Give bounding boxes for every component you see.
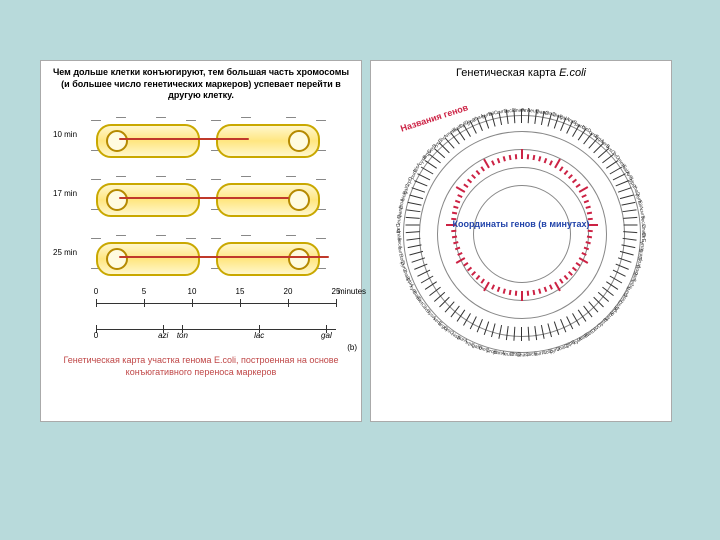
axis-tick <box>240 299 241 307</box>
gene-tick <box>624 225 638 226</box>
recipient-nucleoid <box>288 130 310 152</box>
slide-background: Чем дольше клетки конъюгируют, тем больш… <box>0 0 720 540</box>
flagellum <box>91 238 92 239</box>
gene-marker: gal <box>321 331 332 340</box>
donor-cell <box>96 124 200 158</box>
minute-tick <box>515 291 517 296</box>
flagellum <box>156 117 157 118</box>
flagellum <box>241 235 242 236</box>
flagellum <box>91 120 92 121</box>
gene-marker: ton <box>177 331 188 340</box>
flagellum <box>211 209 212 210</box>
flagellum <box>91 179 92 180</box>
flagellum <box>211 179 212 180</box>
flagellum <box>116 235 117 236</box>
axis-tick <box>192 299 193 307</box>
minute-tick <box>521 291 523 301</box>
minute-tick <box>527 154 529 159</box>
dna-strand <box>119 197 289 199</box>
flagellum <box>116 117 117 118</box>
gene-marker: 0 <box>94 331 98 340</box>
left-panel: Чем дольше клетки конъюгируют, тем больш… <box>40 60 362 422</box>
circular-map: Названия генов thrAleuBpanCproDbioEgalAt… <box>381 85 661 365</box>
flagellum <box>186 120 187 121</box>
flagellum <box>156 235 157 236</box>
donor-cell <box>96 242 200 276</box>
donor-nucleoid <box>106 189 128 211</box>
flagellum <box>286 176 287 177</box>
time-label: 25 min <box>53 248 77 257</box>
gene-tick <box>406 225 420 226</box>
donor-nucleoid <box>106 130 128 152</box>
axis-tick <box>336 299 337 307</box>
axis-tick-label: 20 <box>284 287 293 296</box>
axis-line-bottom <box>96 329 336 330</box>
map-title: Генетическая карта E.coli <box>371 61 671 85</box>
flagellum <box>91 150 92 151</box>
flagellum <box>316 238 317 239</box>
dna-strand <box>119 256 329 258</box>
flagellum <box>286 235 287 236</box>
axis-tick <box>96 299 97 307</box>
flagellum <box>116 176 117 177</box>
recipient-cell <box>216 242 320 276</box>
minute-tick <box>527 291 529 296</box>
time-label: 17 min <box>53 189 77 198</box>
axis-tick <box>144 299 145 307</box>
conjugation-row: 17 min <box>41 171 361 226</box>
flagellum <box>186 238 187 239</box>
flagellum <box>241 176 242 177</box>
flagellum <box>211 268 212 269</box>
gene-tick <box>521 327 522 341</box>
axis-unit: minutes <box>338 287 366 296</box>
donor-cell <box>96 183 200 217</box>
conjugation-row: 10 min <box>41 112 361 167</box>
flagellum <box>241 117 242 118</box>
flagellum <box>186 179 187 180</box>
minute-tick <box>521 149 523 159</box>
flagellum <box>316 179 317 180</box>
left-header: Чем дольше клетки конъюгируют, тем больш… <box>41 61 361 108</box>
flagellum <box>211 150 212 151</box>
axis-tick-label: 10 <box>188 287 197 296</box>
axis-line-top <box>96 303 336 304</box>
recipient-cell <box>216 124 320 158</box>
donor-nucleoid <box>106 248 128 270</box>
flagellum <box>91 209 92 210</box>
recipient-nucleoid <box>288 248 310 270</box>
conjugation-row: 25 min <box>41 230 361 285</box>
flagellum <box>316 120 317 121</box>
axis-tick-label: 15 <box>236 287 245 296</box>
dna-strand <box>119 138 249 140</box>
gene-marker: azi <box>158 331 168 340</box>
gene-marker: lac <box>254 331 264 340</box>
center-label: Координаты генов (в минутах) <box>453 219 590 231</box>
subfigure-label: (b) <box>347 343 357 352</box>
recipient-nucleoid <box>288 189 310 211</box>
flagellum <box>91 268 92 269</box>
axis-tick-label: 0 <box>94 287 98 296</box>
gene-label: dnaA <box>513 107 525 114</box>
time-label: 10 min <box>53 130 77 139</box>
conjugation-rows: 10 min 17 min 25 min <box>41 112 361 285</box>
flagellum <box>286 117 287 118</box>
axis-tick <box>288 299 289 307</box>
flagellum <box>211 238 212 239</box>
right-panel: Генетическая карта E.coli Названия генов… <box>370 60 672 422</box>
time-axis: 0510152025minutes 0azitonlacgal (b) <box>41 291 361 351</box>
left-caption: Генетическая карта участка генома E.coli… <box>41 351 361 382</box>
flagellum <box>156 176 157 177</box>
axis-tick-label: 5 <box>142 287 146 296</box>
minute-tick <box>515 154 517 159</box>
recipient-cell <box>216 183 320 217</box>
flagellum <box>211 120 212 121</box>
